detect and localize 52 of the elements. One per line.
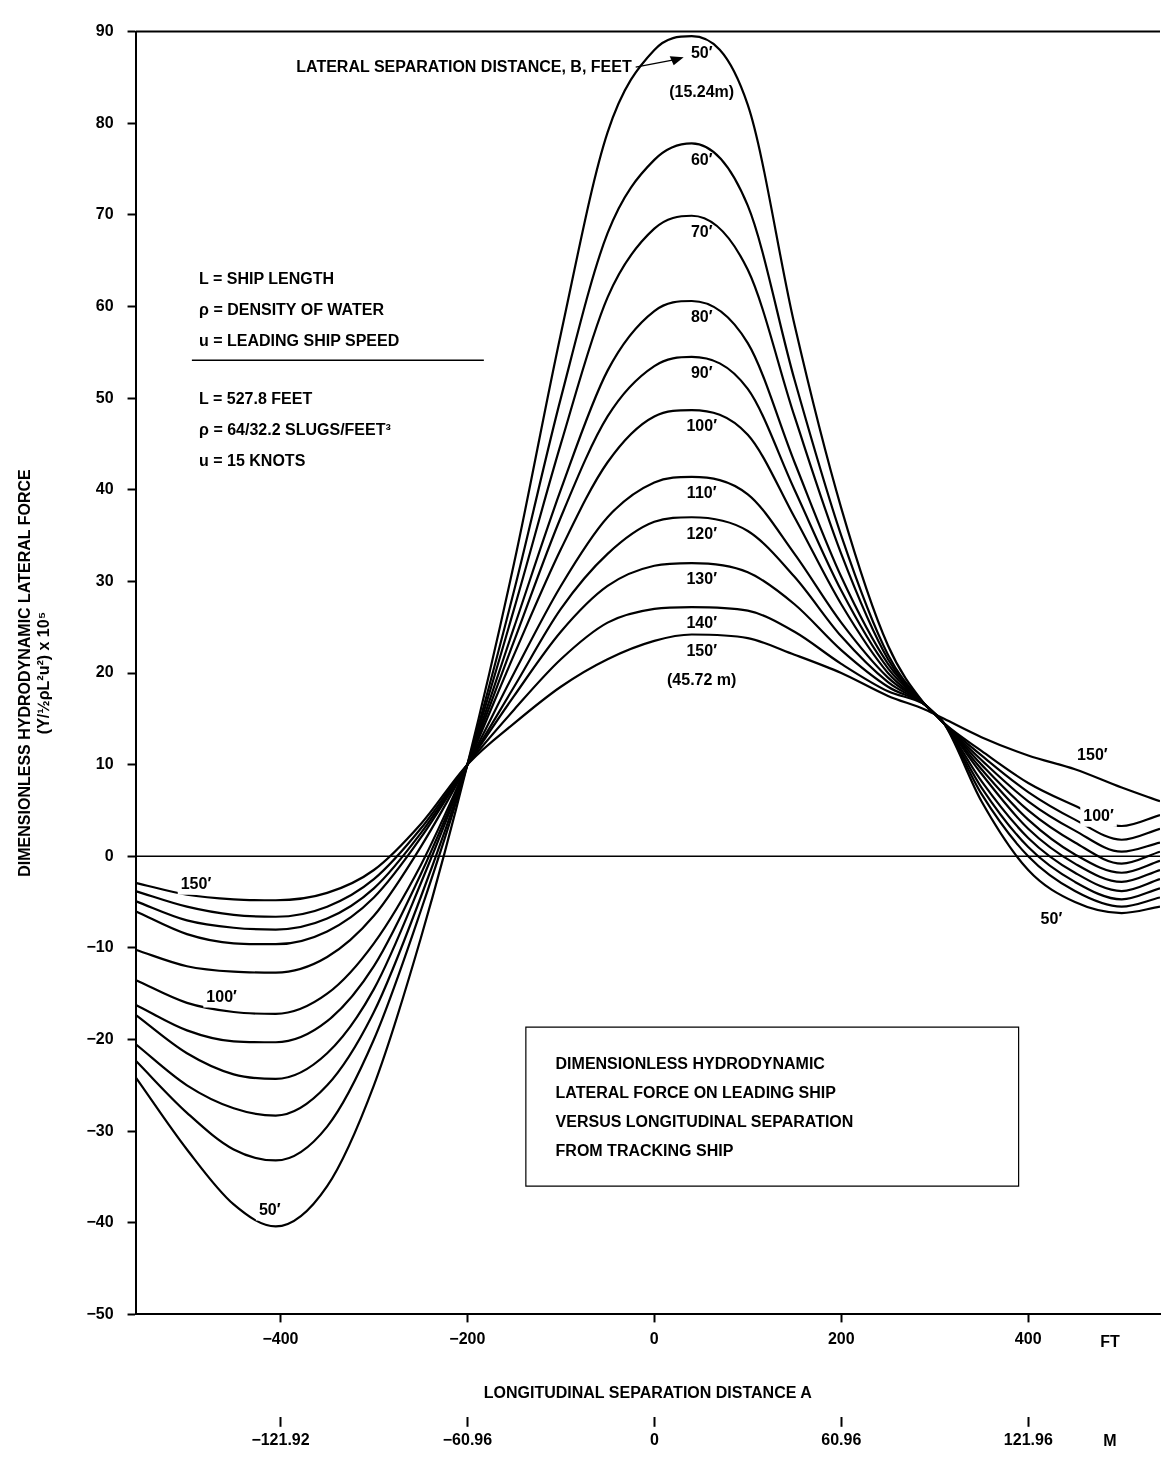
series-label: 70′ — [690, 223, 713, 241]
annotation: 150′ — [1077, 745, 1108, 763]
annotation: LATERAL SEPARATION DISTANCE, B, FEET — [296, 58, 632, 76]
x-tick-label: −400 — [262, 1330, 299, 1348]
y-tick-label: 80 — [95, 113, 114, 131]
y-tick-label: 70 — [95, 205, 114, 223]
y-tick-label: 50 — [95, 388, 114, 406]
series-label: 80′ — [690, 308, 713, 326]
y-tick-label: −30 — [86, 1121, 114, 1139]
y-tick-label: −40 — [86, 1213, 114, 1231]
x2-tick-label: 121.96 — [1003, 1430, 1053, 1448]
y-axis-title: DIMENSIONLESS HYDRODYNAMIC LATERAL FORCE (Y/½ρL²u²) x 10⁵ — [16, 468, 53, 877]
text: M — [1103, 1431, 1117, 1449]
x-tick-label: 0 — [649, 1330, 659, 1348]
x2-tick-label: −121.92 — [251, 1430, 310, 1448]
annotation: (15.24m) — [669, 82, 735, 100]
y-tick-label: 60 — [95, 296, 114, 314]
x-tick-label: −200 — [449, 1330, 486, 1348]
y-tick-label: 90 — [95, 22, 114, 40]
annotation: L = SHIP LENGTH ρ = DENSITY OF WATER u = LEADING SHIP SPEED — [199, 270, 400, 350]
series-label: 120′ — [686, 524, 718, 542]
y-tick-label: 20 — [95, 663, 114, 681]
series-label: 100′ — [686, 417, 718, 435]
annotation: DIMENSIONLESS HYDRODYNAMIC LATERAL FORCE ON LEADING SHIP VERSUS LONGITUDINAL SEPARATION FROM TRACKING SHIP — [555, 1055, 854, 1160]
text: FT — [1100, 1333, 1120, 1351]
y-tick-label: −50 — [86, 1304, 114, 1322]
y-tick-label: 30 — [95, 571, 114, 589]
annotation: 100′ — [206, 987, 238, 1005]
annotation: 150′ — [180, 875, 212, 893]
series-label: 60′ — [690, 150, 713, 168]
x2-tick-label: −60.96 — [442, 1430, 493, 1448]
series-label: 110′ — [686, 484, 717, 502]
annotation: 50′ — [1040, 909, 1063, 927]
annotation: 50′ — [258, 1200, 281, 1218]
x-tick-label: 400 — [1014, 1330, 1042, 1348]
series-label: 140′ — [686, 614, 718, 632]
x-tick-label: 200 — [827, 1330, 855, 1348]
annotation: (45.72 m) — [667, 670, 737, 688]
series-label: 150′ — [686, 641, 718, 659]
series-label: 130′ — [686, 570, 718, 588]
x2-tick-label: 60.96 — [821, 1430, 862, 1448]
x-axis-title: LONGITUDINAL SEPARATION DISTANCE A — [483, 1383, 813, 1401]
annotation: 100′ — [1083, 807, 1114, 825]
legend-label: 50′ — [690, 43, 713, 61]
y-tick-label: 10 — [95, 755, 114, 773]
series-label: 90′ — [690, 364, 713, 382]
x2-tick-label: 0 — [649, 1430, 659, 1448]
y-tick-label: 0 — [104, 846, 114, 864]
y-tick-label: −10 — [86, 938, 114, 956]
y-tick-label: −20 — [86, 1029, 114, 1047]
annotation: L = 527.8 FEET ρ = 64/32.2 SLUGS/FEET³ u = 15 KNOTS — [199, 389, 391, 469]
y-tick-label: 40 — [95, 480, 114, 498]
